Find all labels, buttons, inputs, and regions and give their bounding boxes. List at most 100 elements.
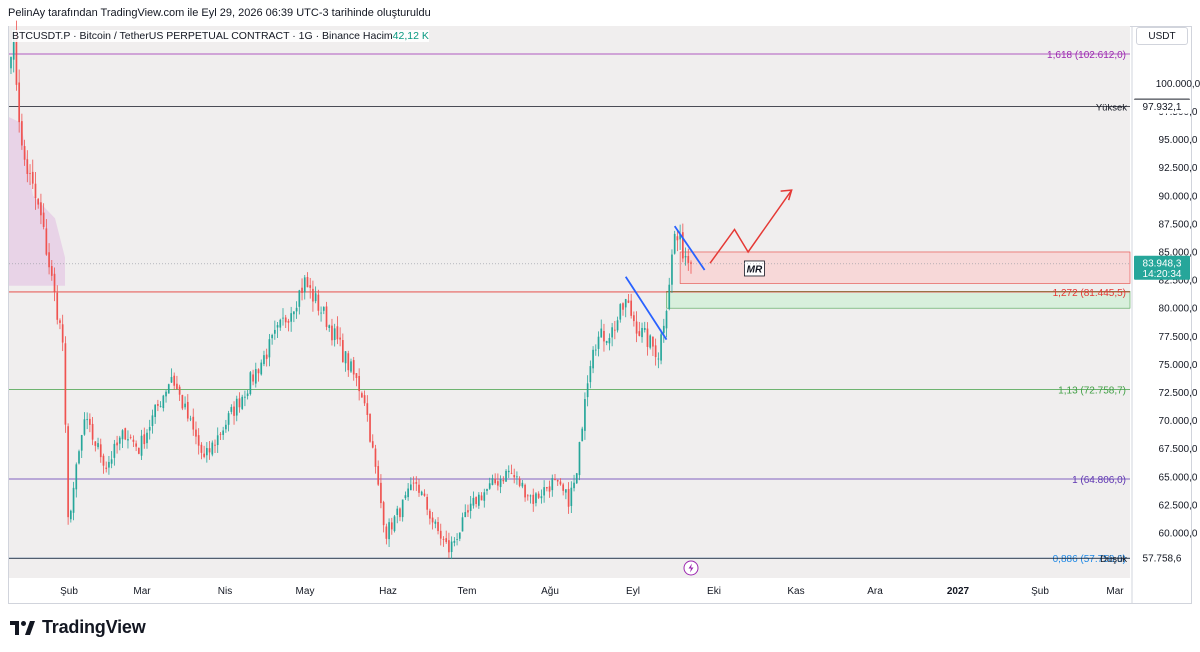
candle-body	[420, 491, 423, 495]
candle	[121, 429, 124, 448]
candle-body	[611, 327, 613, 338]
tradingview-logo[interactable]: TradingView	[10, 617, 146, 638]
candle	[178, 384, 181, 401]
currency-selector[interactable]: USDT	[1136, 27, 1188, 45]
candle	[363, 390, 366, 406]
candle	[181, 394, 184, 411]
candle-body	[246, 393, 249, 397]
marker-line-label: Yüksek	[1096, 103, 1127, 114]
candle-body	[407, 488, 409, 498]
candle-body	[219, 433, 222, 435]
candle	[676, 231, 679, 252]
candle-body	[396, 508, 399, 515]
candle	[309, 277, 312, 299]
candle-body	[18, 82, 21, 123]
candle	[21, 113, 23, 150]
candle	[662, 318, 665, 343]
price-tick-label: 80.000,0	[1159, 304, 1198, 315]
candle-body	[469, 503, 472, 511]
zone-label: MR	[747, 264, 763, 275]
candle-body	[157, 404, 159, 406]
candle-body	[613, 329, 616, 331]
candle	[271, 333, 273, 345]
price-tick-label: 60.000,0	[1159, 529, 1198, 540]
candle	[290, 306, 293, 332]
candle	[385, 523, 388, 545]
candle-body	[684, 256, 687, 258]
candle-body	[380, 482, 382, 504]
candle	[31, 159, 34, 190]
candle-body	[467, 510, 469, 513]
candle-body	[132, 439, 135, 442]
candle-body	[159, 405, 162, 407]
candle	[26, 150, 29, 183]
candle	[679, 224, 681, 250]
candle	[189, 415, 192, 422]
candle	[268, 334, 271, 367]
time-tick-label: Kas	[787, 586, 804, 597]
candle-body	[314, 293, 317, 302]
candle	[551, 474, 554, 497]
candle-body	[652, 336, 654, 347]
candle-body	[249, 372, 252, 395]
candle-body	[409, 484, 412, 491]
candle-body	[627, 300, 630, 303]
candle-body	[227, 413, 230, 425]
candle	[298, 289, 301, 315]
symbol-description: BTCUSDT.P · Bitcoin / TetherUS PERPETUAL…	[12, 30, 360, 42]
candle-body	[181, 395, 184, 409]
candle-body	[526, 495, 529, 497]
candle	[249, 370, 252, 396]
candle	[559, 478, 562, 486]
candle-body	[189, 418, 192, 420]
price-tick-label: 100.000,0	[1156, 79, 1200, 90]
candle	[45, 219, 48, 256]
author-line: PelinAy tarafından TradingView.com ile E…	[8, 7, 431, 19]
candle	[10, 56, 12, 74]
candle	[565, 489, 567, 500]
candle-body	[45, 228, 48, 255]
candle-body	[116, 442, 118, 446]
candle-body	[284, 317, 287, 323]
candle	[581, 426, 584, 442]
candle	[301, 278, 303, 301]
candle-body	[211, 442, 214, 455]
price-marker-plain-bg	[1134, 551, 1190, 566]
candle-body	[448, 540, 450, 553]
candle-body	[450, 541, 453, 553]
trendline-2[interactable]	[673, 225, 706, 271]
candle	[681, 223, 684, 263]
candle-body	[56, 292, 59, 320]
symbol-legend[interactable]: BTCUSDT.P · Bitcoin / TetherUS PERPETUAL…	[12, 30, 429, 42]
candle	[99, 438, 102, 463]
candle-body	[575, 473, 578, 484]
candle	[409, 477, 412, 491]
projection-arrowhead	[780, 189, 793, 201]
candle-body	[426, 496, 429, 510]
projection-path[interactable]	[709, 189, 793, 264]
candle-body	[401, 499, 404, 518]
candle-body	[331, 325, 333, 341]
candle	[448, 532, 450, 558]
candle	[216, 427, 219, 453]
candle-body	[676, 236, 679, 241]
candle-body	[584, 399, 586, 431]
candle	[429, 508, 431, 525]
candle-body	[603, 330, 605, 342]
candle	[42, 203, 45, 230]
candle-body	[325, 306, 328, 327]
candle	[50, 259, 53, 281]
candle	[61, 314, 64, 352]
trendline-1[interactable]	[624, 276, 668, 341]
price-marker-plain: 97.932,1	[1143, 102, 1182, 113]
candle	[18, 69, 21, 133]
candle-body	[594, 349, 597, 351]
candle-body	[350, 361, 352, 372]
candle-body	[537, 493, 540, 498]
candle-body	[573, 482, 575, 489]
candle-body	[176, 383, 178, 390]
candle-body	[516, 476, 518, 478]
candle	[464, 504, 467, 518]
candle	[303, 274, 306, 300]
